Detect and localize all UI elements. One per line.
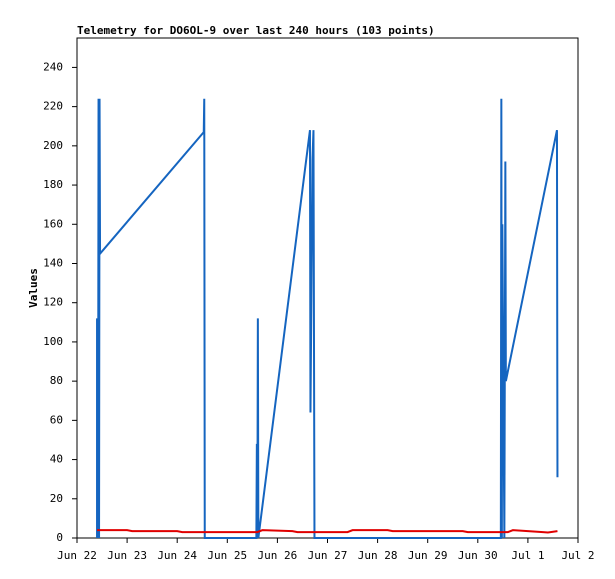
x-tick-label: Jun 22	[57, 549, 97, 562]
x-tick-label: Jul 2	[561, 549, 594, 562]
y-tick-label: 120	[43, 296, 63, 309]
series-line	[96, 98, 559, 539]
y-tick-label: 240	[43, 60, 63, 73]
y-tick-label: 40	[50, 453, 63, 466]
y-tick-label: 80	[50, 374, 63, 387]
y-axis-label: Values	[27, 268, 40, 308]
x-tick-label: Jun 26	[258, 549, 298, 562]
x-tick-label: Jun 23	[107, 549, 147, 562]
y-tick-label: 20	[50, 492, 63, 505]
y-tick-label: 140	[43, 256, 63, 269]
y-tick-label: 160	[43, 217, 63, 230]
y-tick-label: 60	[50, 413, 63, 426]
y-tick-label: 220	[43, 100, 63, 113]
x-tick-label: Jun 29	[408, 549, 448, 562]
y-tick-label: 200	[43, 139, 63, 152]
x-tick-label: Jun 24	[157, 549, 197, 562]
x-tick-label: Jun 30	[458, 549, 498, 562]
series-line	[97, 529, 558, 534]
x-tick-label: Jul 1	[511, 549, 544, 562]
x-tick-label: Jun 27	[308, 549, 348, 562]
y-tick-label: 100	[43, 335, 63, 348]
y-tick-label: 180	[43, 178, 63, 191]
y-tick-label: 0	[56, 531, 63, 544]
x-tick-label: Jun 25	[207, 549, 247, 562]
x-tick-label: Jun 28	[358, 549, 398, 562]
chart-title: Telemetry for DO6OL-9 over last 240 hour…	[77, 24, 435, 37]
